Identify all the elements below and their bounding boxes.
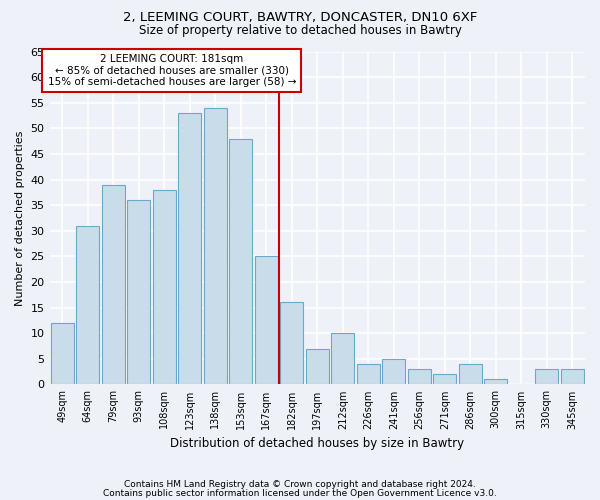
Bar — [331, 333, 354, 384]
Text: Size of property relative to detached houses in Bawtry: Size of property relative to detached ho… — [139, 24, 461, 37]
Text: Contains HM Land Registry data © Crown copyright and database right 2024.: Contains HM Land Registry data © Crown c… — [124, 480, 476, 489]
Bar — [153, 190, 176, 384]
Bar — [433, 374, 456, 384]
Bar — [484, 380, 507, 384]
Bar — [535, 369, 558, 384]
X-axis label: Distribution of detached houses by size in Bawtry: Distribution of detached houses by size … — [170, 437, 464, 450]
Bar — [178, 113, 201, 384]
Bar — [127, 200, 150, 384]
Y-axis label: Number of detached properties: Number of detached properties — [15, 130, 25, 306]
Bar — [255, 256, 278, 384]
Bar — [51, 323, 74, 384]
Bar — [229, 138, 252, 384]
Text: 2, LEEMING COURT, BAWTRY, DONCASTER, DN10 6XF: 2, LEEMING COURT, BAWTRY, DONCASTER, DN1… — [123, 11, 477, 24]
Bar — [382, 359, 405, 384]
Bar — [357, 364, 380, 384]
Text: 2 LEEMING COURT: 181sqm
← 85% of detached houses are smaller (330)
15% of semi-d: 2 LEEMING COURT: 181sqm ← 85% of detache… — [47, 54, 296, 88]
Bar — [102, 184, 125, 384]
Bar — [561, 369, 584, 384]
Bar — [76, 226, 99, 384]
Bar — [459, 364, 482, 384]
Bar — [280, 302, 303, 384]
Bar — [408, 369, 431, 384]
Bar — [306, 348, 329, 384]
Bar — [204, 108, 227, 384]
Text: Contains public sector information licensed under the Open Government Licence v3: Contains public sector information licen… — [103, 490, 497, 498]
